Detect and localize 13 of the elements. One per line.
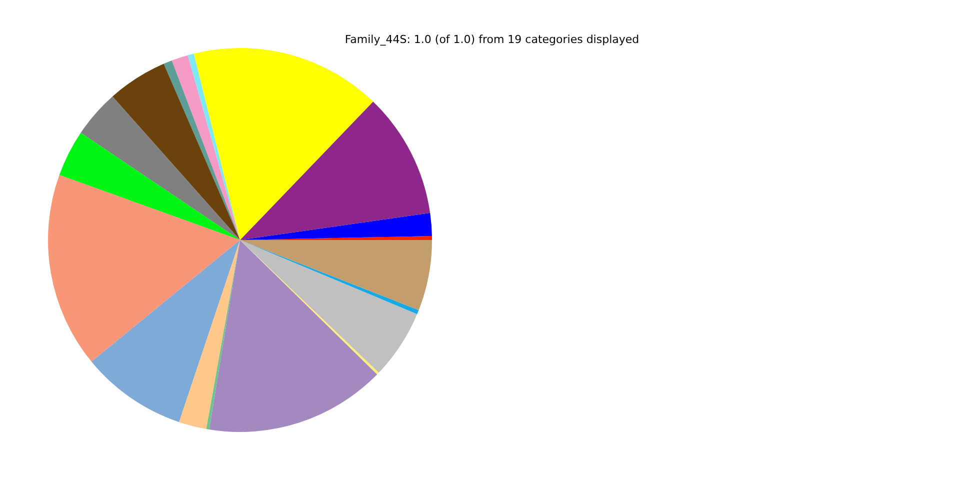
pie-slice	[179, 240, 240, 430]
pie-slice	[48, 174, 240, 362]
pie-slice	[188, 54, 240, 240]
pie-slice	[240, 102, 430, 240]
pie-slice	[240, 240, 418, 373]
pie-slice	[80, 96, 240, 240]
pie-slice	[91, 240, 240, 422]
text: Family_44S: 1.0 (of 1.0) from 19 categories displayed	[344, 33, 640, 46]
pie-slice	[59, 132, 240, 240]
pie-slice	[112, 64, 240, 240]
pie-slice	[209, 240, 378, 432]
pie-slice	[194, 48, 374, 240]
pie-slice	[240, 212, 432, 240]
